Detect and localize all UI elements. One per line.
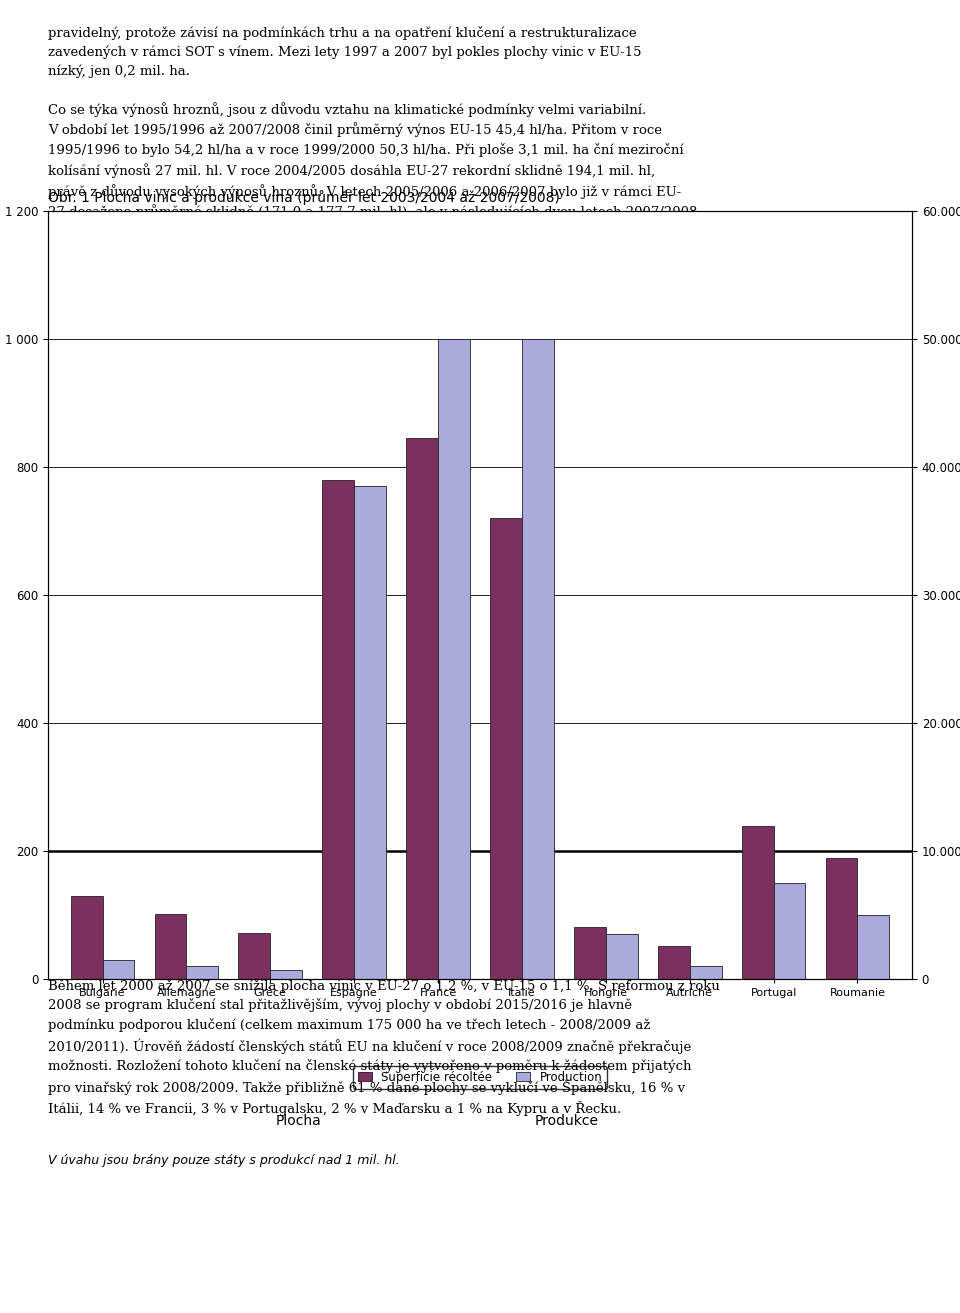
Bar	[574, 927, 606, 979]
Bar	[354, 486, 386, 979]
Bar	[606, 935, 637, 979]
Bar	[238, 932, 271, 979]
Bar	[271, 970, 302, 979]
Bar	[857, 915, 889, 979]
Bar	[774, 884, 805, 979]
Bar	[826, 857, 857, 979]
Bar	[155, 914, 186, 979]
Legend: Superficie récoltée, Production: Superficie récoltée, Production	[353, 1066, 607, 1088]
Text: Produkce: Produkce	[535, 1115, 598, 1128]
Bar	[71, 895, 103, 979]
Text: Obr. 1 Plocha vinic a produkce vína (průměr let 2003/2004 až 2007/2008): Obr. 1 Plocha vinic a produkce vína (prů…	[48, 190, 560, 205]
Bar	[490, 519, 522, 979]
Bar	[186, 966, 218, 979]
Text: Během let 2000 až 2007 se snížila plocha vinic v EU-27 o 1,2 %, v EU-15 o 1,1 %.: Během let 2000 až 2007 se snížila plocha…	[48, 979, 720, 1116]
Bar	[742, 826, 774, 979]
Bar	[103, 960, 134, 979]
Text: V úvahu jsou brány pouze státy s produkcí nad 1 mil. hl.: V úvahu jsou brány pouze státy s produkc…	[48, 1154, 399, 1167]
Bar	[323, 479, 354, 979]
Bar	[658, 945, 689, 979]
Bar	[522, 339, 554, 979]
Text: pravidelný, protože závisí na podmínkách trhu a na opatření klučení a restruktur: pravidelný, protože závisí na podmínkách…	[48, 26, 697, 259]
Bar	[438, 339, 470, 979]
Text: Plocha: Plocha	[276, 1115, 322, 1128]
Bar	[406, 439, 438, 979]
Bar	[689, 966, 722, 979]
